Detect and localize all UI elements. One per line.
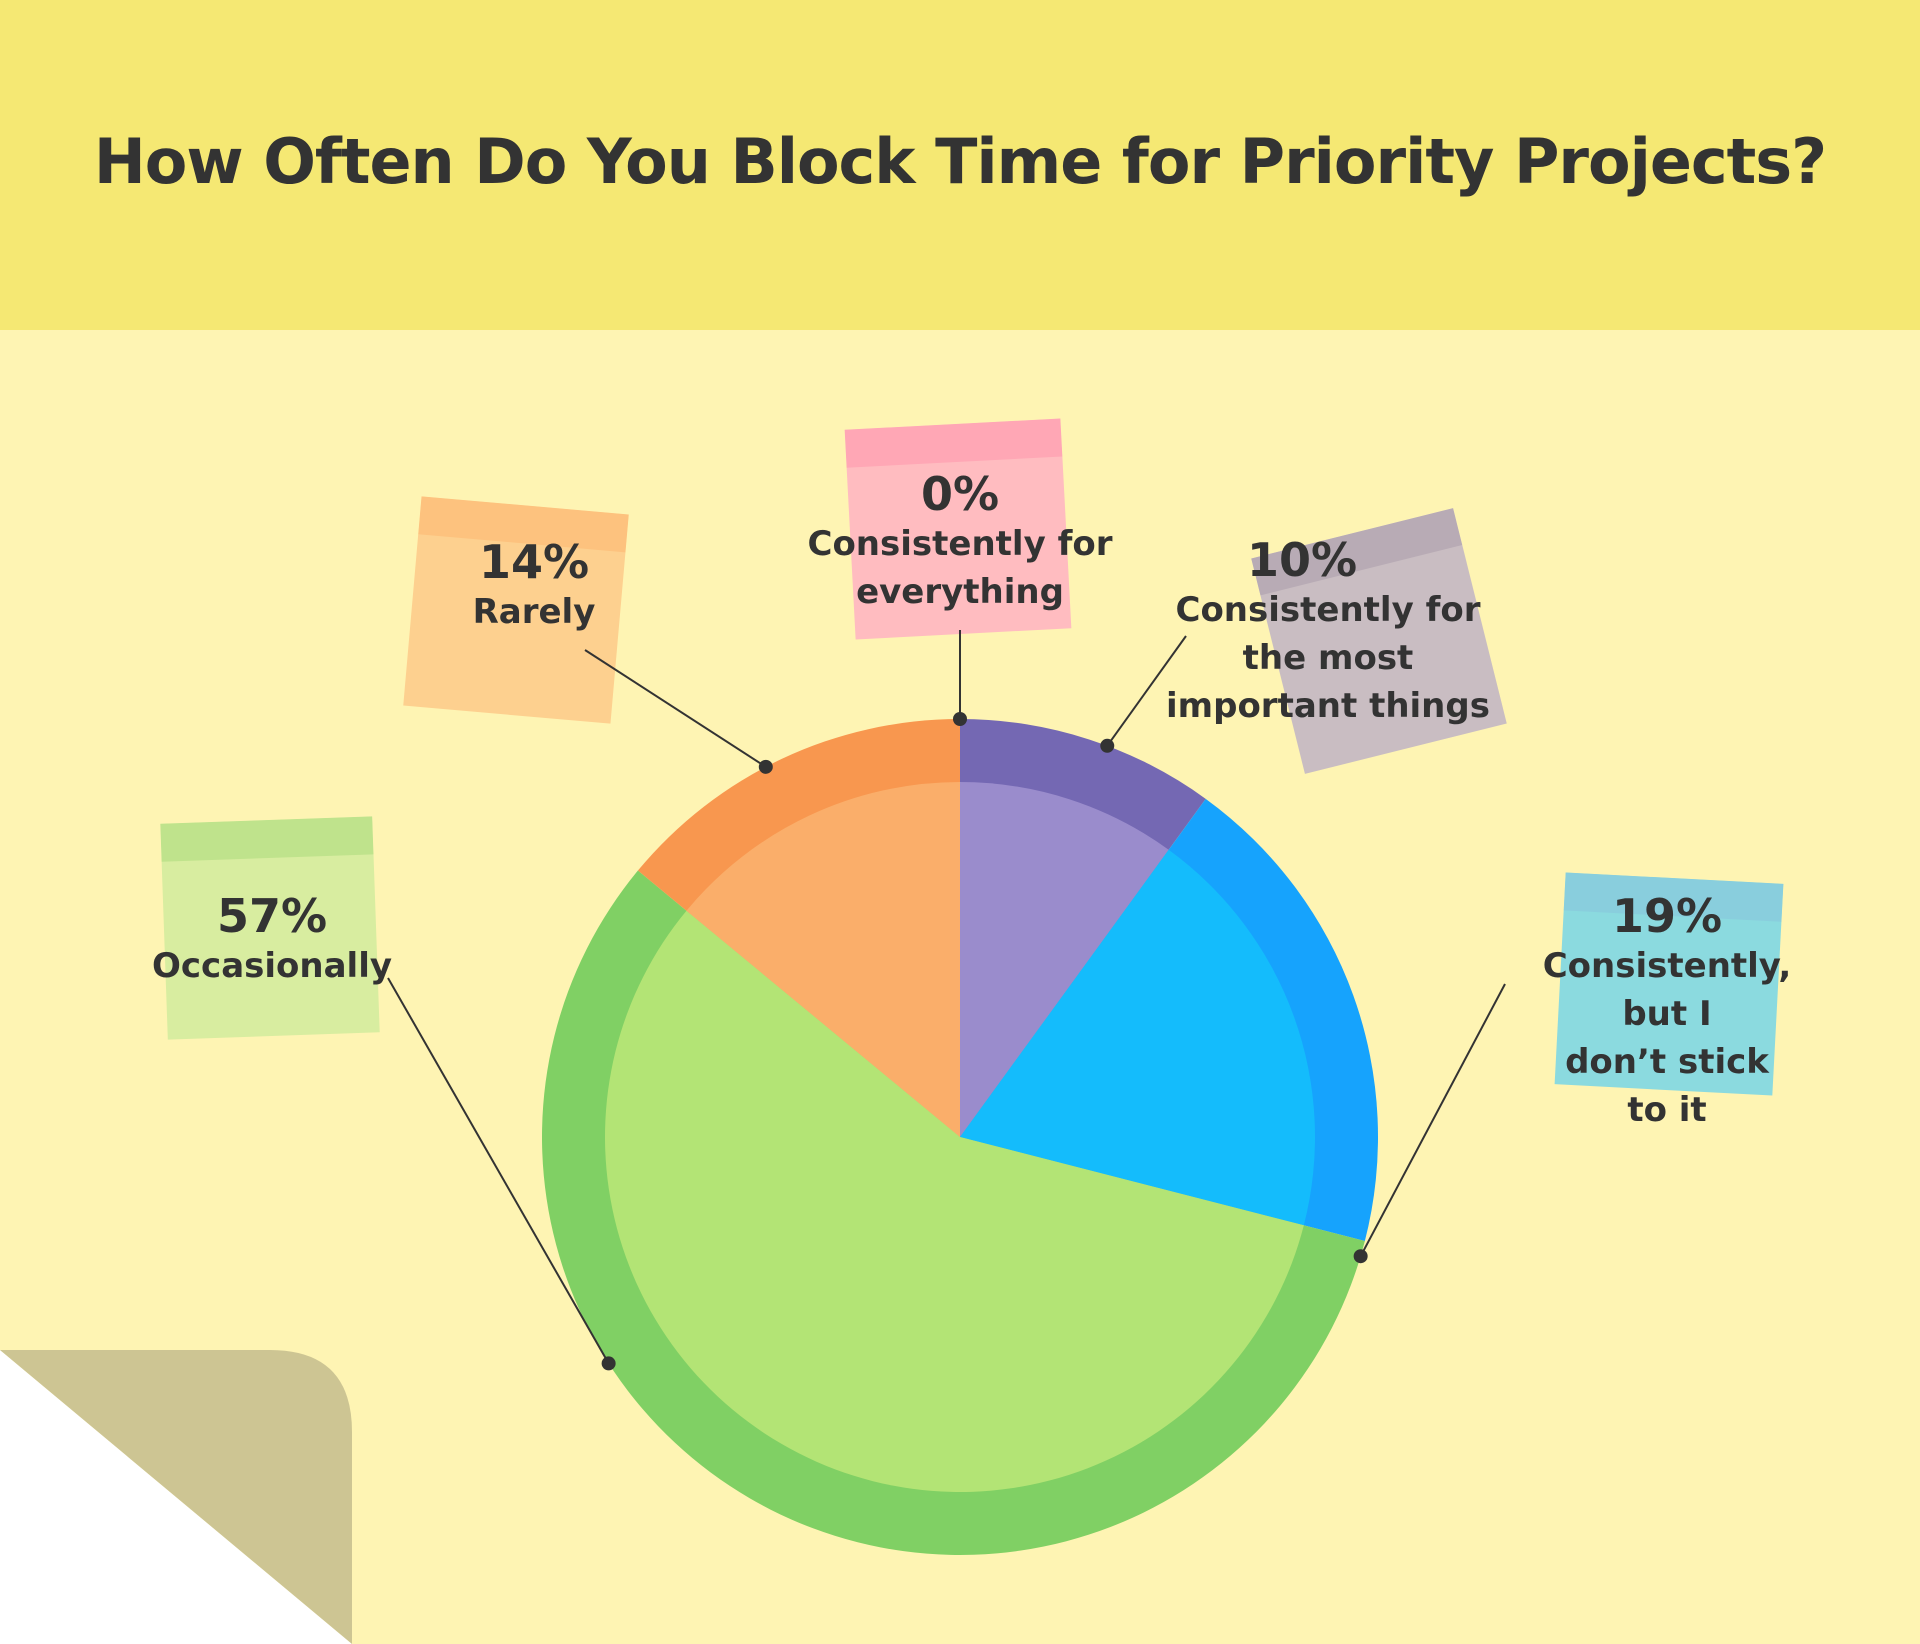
leader-line — [584, 649, 767, 768]
label-consistently-dont-stick: 19% Consistently, but I don’t stick to i… — [1541, 890, 1794, 1134]
slice-category: Consistently for everything — [807, 524, 1113, 612]
slice-percent: 10% — [1246, 533, 1358, 587]
leader-line — [387, 977, 610, 1364]
label-consistently-important: 10% Consistently for the most important … — [1166, 534, 1490, 730]
pie-slice — [960, 849, 1315, 1226]
pie-slice — [686, 782, 960, 1137]
slice-category: Consistently, but I don’t stick to it — [1542, 946, 1792, 1130]
leader-line — [1106, 635, 1187, 747]
slice-category: Consistently for the most important thin… — [1166, 590, 1490, 726]
header-banner: How Often Do You Block Time for Priority… — [0, 0, 1920, 330]
label-occasionally: 57% Occasionally — [152, 890, 392, 990]
leader-dot — [1353, 1249, 1368, 1264]
label-rarely: 14% Rarely — [473, 536, 596, 636]
leader-dot — [758, 759, 773, 774]
leader-dot — [601, 1356, 616, 1371]
leader-dot — [1100, 738, 1115, 753]
pie-slice — [960, 782, 1169, 1137]
leader-lines — [387, 630, 1506, 1371]
label-consistently-everything: 0% Consistently for everything — [808, 468, 1113, 616]
slice-percent: 14% — [478, 535, 590, 589]
pie-slice — [605, 910, 1304, 1492]
slice-category: Occasionally — [151, 946, 393, 986]
slice-percent: 0% — [920, 467, 1000, 521]
leader-line — [1359, 983, 1506, 1257]
page-curl — [0, 1350, 352, 1644]
slice-percent: 19% — [1611, 889, 1723, 943]
slice-percent: 57% — [216, 889, 328, 943]
pie-inner — [605, 782, 1315, 1492]
page-title: How Often Do You Block Time for Priority… — [93, 124, 1827, 198]
slice-category: Rarely — [472, 592, 596, 632]
leader-dot — [953, 712, 967, 726]
